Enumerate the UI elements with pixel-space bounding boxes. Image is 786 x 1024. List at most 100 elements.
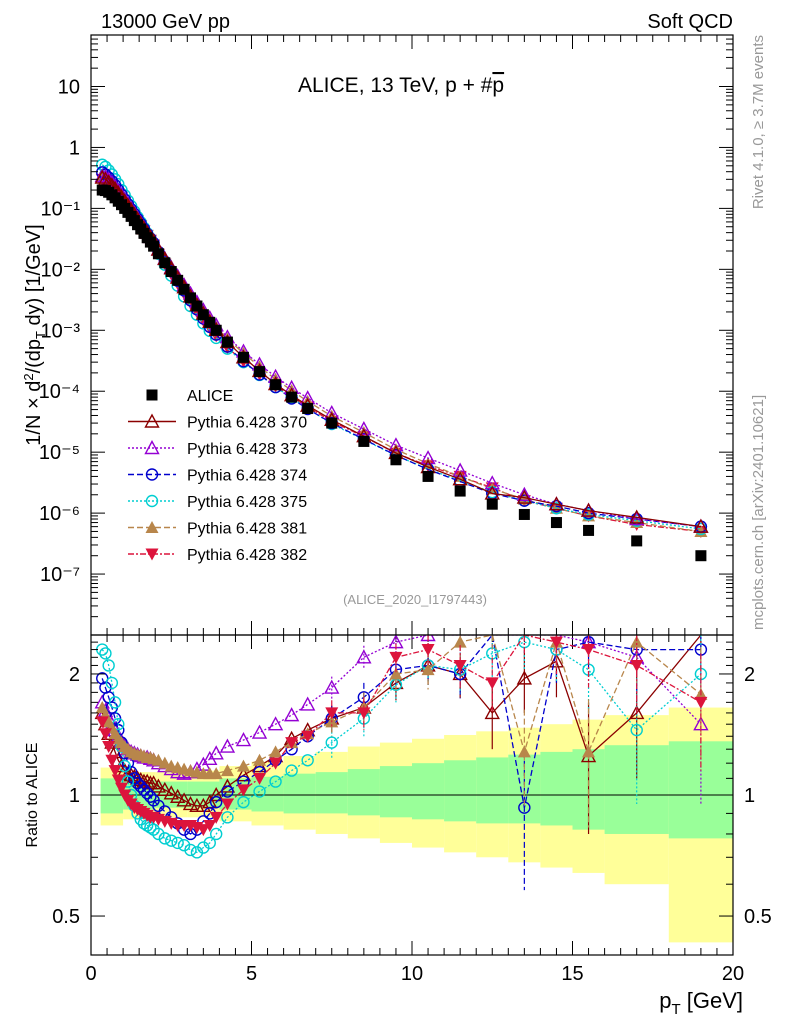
ratio-marker (221, 811, 234, 824)
ratio-marker (209, 827, 223, 841)
ratio-marker (108, 765, 122, 778)
ratio-marker (549, 636, 563, 649)
ratio-marker (421, 644, 435, 657)
legend-marker (145, 494, 159, 508)
y-axis-label-main: 1/N × d2/(dpT dy) [1/GeV] (21, 224, 48, 445)
uncertainty-band-green (379, 766, 412, 818)
ratio-marker (299, 696, 316, 711)
ratio-marker (169, 788, 186, 803)
data-marker (454, 485, 466, 497)
y-axis-label-ratio: Ratio to ALICE (24, 743, 41, 848)
ratio-marker (421, 663, 435, 676)
ratio-marker (209, 811, 223, 824)
ratio-marker (137, 783, 151, 797)
ratio-marker (182, 795, 199, 811)
legend-label: Pythia 6.428 373 (187, 441, 307, 458)
data-marker (152, 248, 164, 260)
data-marker (326, 417, 338, 429)
uncertainty-band-green (476, 757, 509, 824)
ratio-y-tick-label: 1 (69, 785, 80, 807)
legend-item: Pythia 6.428 382 (128, 547, 307, 564)
legend-marker (145, 548, 159, 561)
ratio-marker (102, 659, 115, 672)
y-tick-label: 10⁻⁷ (40, 564, 80, 586)
ratio-marker (582, 745, 596, 758)
header-left: 13000 GeV pp (101, 11, 230, 33)
ratio-marker (209, 767, 223, 780)
mc-marker (452, 471, 468, 486)
mc-marker (516, 486, 533, 501)
legend-label: Pythia 6.428 382 (187, 547, 307, 564)
x-tick-label: 0 (85, 963, 96, 985)
ratio-marker (236, 759, 250, 772)
ratio-marker (325, 736, 338, 749)
uncertainty-band-green (412, 763, 445, 820)
ratio-panel: 0 5 10 15 20 2 2 1 1 0.5 0.5 (52, 634, 772, 985)
mc-marker (517, 492, 531, 505)
legend-item: Pythia 6.428 370 (128, 413, 307, 432)
analysis-id: (ALICE_2020_I1797443) (343, 592, 487, 607)
x-tick-label: 10 (401, 963, 423, 985)
data-marker (191, 300, 203, 312)
ratio-marker (389, 651, 403, 664)
data-marker (185, 292, 197, 304)
ratio-marker (157, 781, 173, 797)
uncertainty-band-green (444, 760, 477, 822)
legend: ALICE Pythia 6.428 370 Pythia 6.428 373 Pyt… (128, 388, 307, 564)
y-tick-label: 10⁻⁴ (39, 381, 80, 403)
ratio-marker (121, 775, 135, 788)
ratio-marker (582, 644, 596, 657)
data-marker (286, 391, 298, 403)
legend-item: Pythia 6.428 381 (128, 521, 307, 538)
main-panel: 10 1 10⁻¹ 10⁻² 10⁻³ 10⁻⁴ 10⁻⁵ 10⁻⁶ 10⁻⁷ ALICE, 1… (39, 34, 734, 649)
ratio-marker (195, 797, 212, 813)
ratio-marker (219, 778, 236, 793)
ratio-marker (102, 741, 116, 754)
data-marker (358, 435, 370, 447)
data-marker (302, 403, 314, 415)
ratio-marker (517, 745, 531, 758)
data-marker (254, 366, 266, 378)
data-marker (159, 257, 171, 269)
ratio-marker (121, 756, 135, 770)
ratio-marker (325, 707, 339, 720)
mc-marker (516, 489, 533, 504)
side-rivet-text: Rivet 4.1.0, ≥ 3.7M events (750, 35, 767, 209)
mc-marker (629, 509, 645, 524)
uncertainty-band-green (283, 773, 316, 814)
ratio-marker (267, 716, 284, 731)
ratio-marker (251, 724, 268, 739)
ratio-marker (236, 784, 250, 797)
ratio-marker (453, 659, 467, 672)
data-marker (486, 498, 498, 510)
mc-marker (548, 496, 565, 511)
ratio-marker (114, 782, 128, 795)
legend-label: Pythia 6.428 374 (187, 468, 307, 485)
data-marker (422, 470, 434, 482)
x-tick-label: 5 (246, 963, 257, 985)
ratio-marker (131, 776, 144, 790)
ratio-marker (105, 676, 119, 690)
legend-marker (146, 389, 158, 401)
data-marker (390, 454, 402, 466)
ratio-marker (283, 707, 300, 722)
legend-label: ALICE (187, 388, 233, 405)
legend-item: Pythia 6.428 375 (128, 494, 307, 511)
ratio-marker (285, 764, 298, 777)
ratio-marker (516, 670, 533, 685)
data-marker (204, 316, 216, 328)
ratio-marker (208, 745, 224, 760)
ratio-marker (285, 737, 299, 750)
ratio-marker (220, 764, 234, 777)
data-marker (197, 309, 209, 321)
ratio-marker (253, 785, 266, 798)
ratio-marker (208, 787, 224, 802)
mc-marker (94, 169, 110, 184)
ratio-marker (209, 795, 223, 809)
ratio-marker (158, 832, 172, 845)
y-tick-label: 10 (58, 77, 80, 99)
x-tick-label: 20 (722, 963, 744, 985)
ratio-marker (98, 728, 112, 741)
ratio-marker (301, 754, 314, 767)
